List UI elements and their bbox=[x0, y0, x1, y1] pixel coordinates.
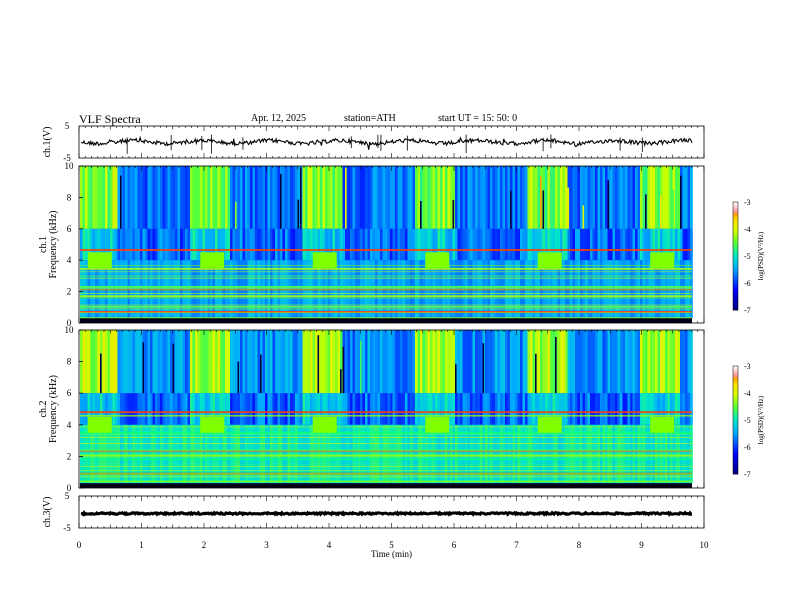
ch2-spectrogram-colorbar bbox=[732, 365, 739, 475]
ch1-spectrogram-burst-5 bbox=[537, 252, 562, 269]
xtick-1: 1 bbox=[139, 540, 144, 550]
ch3-waveform-trace bbox=[80, 509, 693, 517]
ch2-spectrogram-colorbar-tick--3: -3 bbox=[744, 362, 751, 371]
ch1-spectrogram-colorbar-label: log(PSD)(V²/Hz) bbox=[757, 231, 765, 280]
start-time-label: start UT = 15: 50: 0 bbox=[438, 113, 518, 124]
xtick-3: 3 bbox=[264, 540, 269, 550]
ch1-spectrogram-colorbar bbox=[732, 201, 739, 311]
ch1-spectrogram-ytick-8: 8 bbox=[67, 192, 72, 202]
ch3-waveform-ytick-top: 5 bbox=[65, 491, 70, 501]
ch2-spectrogram-colorbar-tick--7: -7 bbox=[744, 470, 751, 479]
ch2-spectrogram-ytick-0: 0 bbox=[67, 483, 72, 493]
xtick-8: 8 bbox=[577, 540, 582, 550]
ch1-spectrogram-ytick-0: 0 bbox=[67, 318, 72, 328]
ch1-spectrogram-burst-4 bbox=[425, 252, 450, 269]
ch1-spectrogram-colorbar-tick--7: -7 bbox=[744, 306, 751, 315]
figure-title: VLF Spectra bbox=[79, 112, 141, 126]
ch2-spectrogram-ylabel: Frequency (kHz) bbox=[48, 375, 59, 443]
ch3-waveform-ytick-bottom: -5 bbox=[63, 523, 71, 533]
ch2-spectrogram-ytick-2: 2 bbox=[67, 451, 72, 461]
ch1-spectrogram-burst-6 bbox=[650, 252, 675, 269]
xtick-4: 4 bbox=[327, 540, 332, 550]
ch1-spectrogram-burst-2 bbox=[200, 252, 225, 269]
ch1-spectrogram-ytick-10: 10 bbox=[65, 161, 75, 171]
ch1-spectrogram-ytick-4: 4 bbox=[67, 255, 72, 265]
ch1-spectrogram-colorbar-tick--3: -3 bbox=[744, 198, 751, 207]
xtick-0: 0 bbox=[77, 540, 82, 550]
ch1-spectrogram-burst-1 bbox=[87, 252, 112, 269]
ch2-spectrogram-colorbar-label: log(PSD)(V²/Hz) bbox=[757, 395, 765, 444]
ch2-spectrogram-burst-6 bbox=[650, 416, 675, 433]
ch2-spectrogram-burst-3 bbox=[312, 416, 337, 433]
ch2-spectrogram-colorbar-tick--4: -4 bbox=[744, 389, 751, 398]
ch1-spectrogram-colorbar-tick--6: -6 bbox=[744, 279, 751, 288]
ch1-spectrogram-ytick-2: 2 bbox=[67, 287, 72, 297]
ch2-spectrogram-burst-4 bbox=[425, 416, 450, 433]
ch1-spectrogram-burst-3 bbox=[312, 252, 337, 269]
ch2-spectrogram-ytick-10: 10 bbox=[65, 325, 75, 335]
ch1-spectrogram-ylabel-channel: ch.1 bbox=[38, 236, 49, 253]
ch2-spectrogram-ytick-8: 8 bbox=[67, 357, 72, 367]
xtick-7: 7 bbox=[514, 540, 519, 550]
ch3-waveform-ylabel: ch.3(V) bbox=[42, 497, 53, 528]
ch2-spectrogram-burst-2 bbox=[200, 416, 225, 433]
ch2-spectrogram-burst-1 bbox=[87, 416, 112, 433]
ch1-spectrogram-colorbar-tick--4: -4 bbox=[744, 225, 751, 234]
ch1-spectrogram-ylabel: Frequency (kHz) bbox=[48, 210, 59, 278]
ch2-spectrogram-ytick-6: 6 bbox=[67, 388, 72, 398]
ch1-spectrogram-ytick-6: 6 bbox=[67, 224, 72, 234]
xtick-9: 9 bbox=[639, 540, 644, 550]
ch1-waveform-ytick-bottom: -5 bbox=[63, 153, 71, 163]
ch1-waveform-ytick-top: 5 bbox=[65, 121, 70, 131]
ch2-spectrogram-burst-5 bbox=[537, 416, 562, 433]
xtick-10: 10 bbox=[700, 540, 710, 550]
ch1-waveform-trace bbox=[80, 135, 693, 150]
ch1-spectrogram-image bbox=[80, 166, 693, 323]
ch2-spectrogram-ytick-4: 4 bbox=[67, 420, 72, 430]
ch2-spectrogram-colorbar-tick--6: -6 bbox=[744, 443, 751, 452]
xtick-2: 2 bbox=[202, 540, 207, 550]
ch2-spectrogram-ylabel-channel: ch.2 bbox=[38, 401, 49, 418]
xtick-6: 6 bbox=[452, 540, 457, 550]
station-label: station=ATH bbox=[344, 113, 396, 124]
xtick-5: 5 bbox=[389, 540, 394, 550]
date-label: Apr. 12, 2025 bbox=[251, 113, 306, 124]
ch1-waveform-ylabel: ch.1(V) bbox=[42, 127, 53, 158]
ch2-spectrogram-image bbox=[80, 330, 693, 488]
x-axis-label: Time (min) bbox=[371, 549, 412, 559]
ch1-spectrogram-colorbar-tick--5: -5 bbox=[744, 252, 751, 261]
ch2-spectrogram-colorbar-tick--5: -5 bbox=[744, 416, 751, 425]
